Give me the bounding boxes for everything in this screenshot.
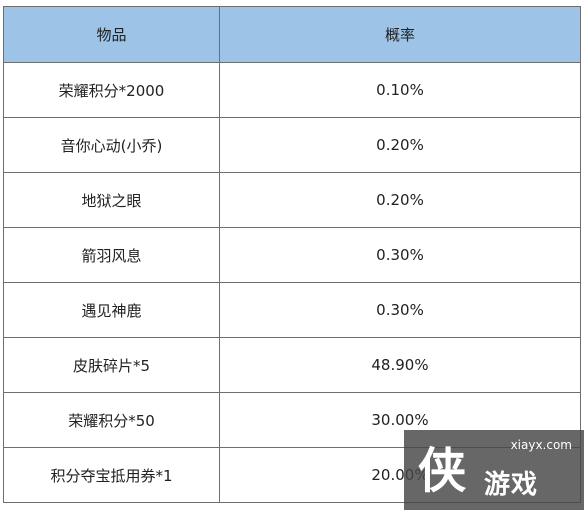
table-row: 箭羽风息 0.30% <box>4 227 580 282</box>
watermark-name: 游戏 <box>484 470 539 500</box>
table-row: 音你心动(小乔) 0.20% <box>4 117 580 172</box>
item-cell: 地狱之眼 <box>81 191 142 210</box>
table-row: 遇见神鹿 0.30% <box>4 282 580 337</box>
rate-cell: 48.90% <box>219 338 580 392</box>
rate-cell: 0.30% <box>219 283 580 337</box>
item-cell: 荣耀积分*2000 <box>58 81 165 100</box>
rate-cell: 0.20% <box>219 173 580 227</box>
table-row: 地狱之眼 0.20% <box>4 172 580 227</box>
site-watermark: 侠 xiayx.com 游戏 <box>404 430 584 510</box>
header-rate: 概率 <box>219 7 580 62</box>
item-cell: 遇见神鹿 <box>81 301 142 320</box>
item-cell: 箭羽风息 <box>81 246 142 265</box>
probability-table: 物品 概率 荣耀积分*2000 0.10% 音你心动(小乔) 0.20% 地狱之… <box>3 6 581 503</box>
item-cell: 皮肤碎片*5 <box>72 356 151 375</box>
table-row: 荣耀积分*2000 0.10% <box>4 62 580 117</box>
table-row: 皮肤碎片*5 48.90% <box>4 337 580 392</box>
table-row: 荣耀积分*50 30.00% <box>4 392 580 447</box>
header-item: 物品 <box>96 26 127 44</box>
table-header-row: 物品 概率 <box>4 7 580 62</box>
item-cell: 音你心动(小乔) <box>60 136 163 155</box>
rate-cell: 0.20% <box>219 118 580 172</box>
item-cell: 荣耀积分*50 <box>68 411 155 430</box>
watermark-logo-icon: 侠 <box>418 443 467 499</box>
rate-cell: 0.10% <box>219 63 580 117</box>
rate-cell: 0.30% <box>219 228 580 282</box>
rate-cell: 30.00% <box>219 393 580 447</box>
item-cell: 积分夺宝抵用券*1 <box>50 466 173 485</box>
watermark-site: xiayx.com <box>510 438 572 452</box>
